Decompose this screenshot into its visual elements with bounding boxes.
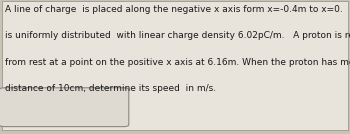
- Text: from rest at a point on the positive x axis at 6.16m. When the proton has moved : from rest at a point on the positive x a…: [5, 58, 350, 67]
- Text: is uniformly distributed  with linear charge density 6.02pC/m.   A proton is rel: is uniformly distributed with linear cha…: [5, 31, 350, 40]
- Text: distance of 10cm, determine its speed  in m/s.: distance of 10cm, determine its speed in…: [5, 84, 216, 93]
- Text: A line of charge  is placed along the negative x axis form x=-0.4m to x=0.   The: A line of charge is placed along the neg…: [5, 5, 350, 14]
- FancyBboxPatch shape: [0, 88, 129, 127]
- FancyBboxPatch shape: [2, 1, 348, 130]
